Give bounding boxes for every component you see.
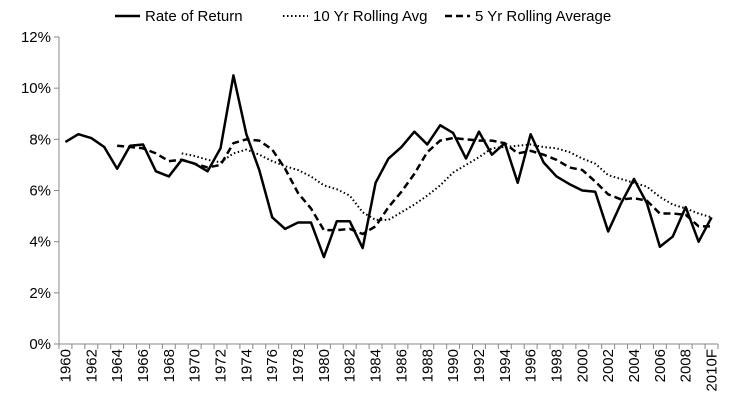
y-tick-label: 8%: [29, 131, 51, 148]
y-tick-label: 2%: [29, 285, 51, 302]
x-tick-label: 1980: [316, 349, 333, 382]
y-tick-label: 6%: [29, 183, 51, 200]
x-tick-label: 2006: [652, 349, 669, 382]
legend-entry-5yr-rolling-average: 5 Yr Rolling Average: [445, 8, 611, 25]
legend-label-10yr-rolling-avg: 10 Yr Rolling Avg: [313, 8, 428, 25]
series-layer: [64, 74, 713, 259]
x-tick-label: 1992: [471, 349, 488, 382]
legend: Rate of Return 10 Yr Rolling Avg 5 Yr Ro…: [115, 8, 611, 25]
y-tick-label: 12%: [21, 29, 51, 46]
x-tick-label: 1968: [161, 349, 178, 382]
x-tick-label: 2010F: [704, 349, 721, 392]
x-tick-label: 1960: [57, 349, 74, 382]
x-tick-label: 1978: [290, 349, 307, 382]
x-tick-label: 1982: [342, 349, 359, 382]
y-axis: 0% 2% 4% 6% 8% 10% 12%: [21, 29, 60, 353]
x-tick-label: 2008: [678, 349, 695, 382]
x-tick-label: 2002: [600, 349, 617, 382]
x-tick-label: 1962: [83, 349, 100, 382]
x-tick-label: 1966: [135, 349, 152, 382]
x-tick-label: 1998: [548, 349, 565, 382]
x-axis: 1960 1962 1964 1966 1968 1970 1972 1974 1976 1978…: [57, 343, 721, 392]
y-tick-label: 10%: [21, 80, 51, 97]
x-tick-label: 1964: [109, 349, 126, 382]
x-tick-label: 1970: [187, 349, 204, 382]
legend-label-5yr-rolling-average: 5 Yr Rolling Average: [475, 8, 611, 25]
series-line-dashed: [117, 136, 712, 236]
y-tick-label: 0%: [29, 336, 51, 353]
x-tick-label: 1986: [393, 349, 410, 382]
x-tick-label: 2004: [626, 349, 643, 382]
x-tick-label: 1972: [213, 349, 230, 382]
legend-entry-rate-of-return: Rate of Return: [115, 8, 243, 25]
x-tick-label: 1994: [497, 349, 514, 382]
x-tick-label: 2000: [574, 349, 591, 382]
legend-entry-10yr-rolling-avg: 10 Yr Rolling Avg: [283, 8, 428, 25]
x-tick-label: 1988: [419, 349, 436, 382]
x-tick-label: 1974: [238, 349, 255, 382]
x-tick-label: 1990: [445, 349, 462, 382]
x-tick-label: 1984: [368, 349, 385, 382]
x-tick-label: 1976: [264, 349, 281, 382]
y-tick-label: 4%: [29, 234, 51, 251]
series-line-solid: [64, 74, 713, 259]
x-tick-label: 1996: [523, 349, 540, 382]
legend-label-rate-of-return: Rate of Return: [145, 8, 243, 25]
